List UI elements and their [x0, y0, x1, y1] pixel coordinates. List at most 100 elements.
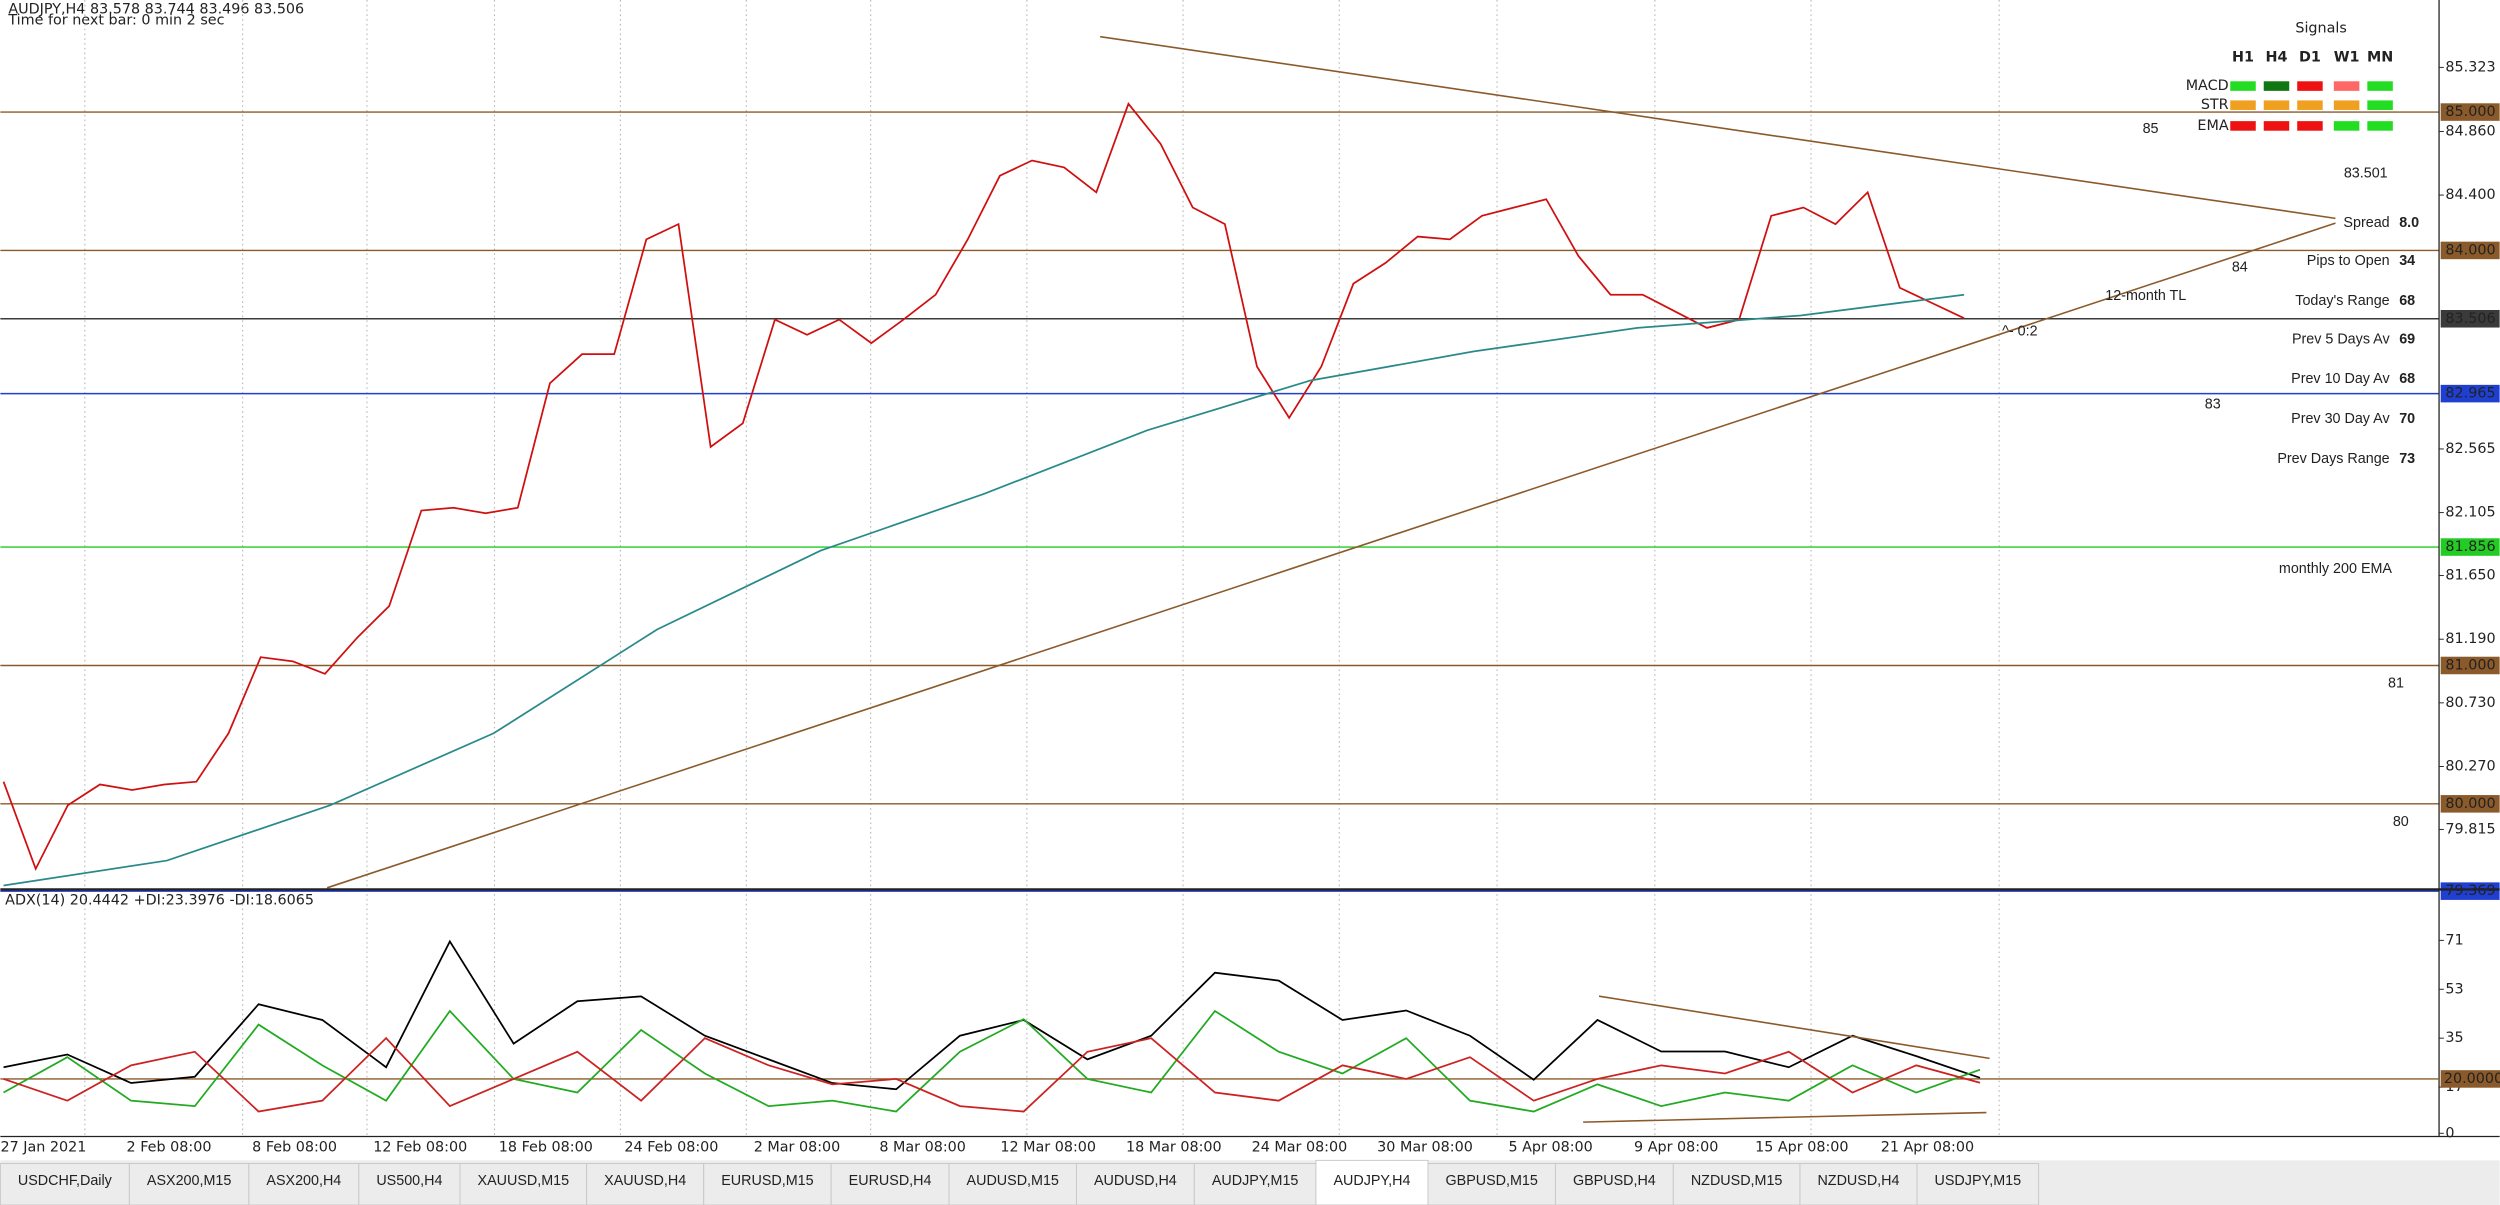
- tab-label[interactable]: XAUUSD,M15: [478, 1173, 570, 1189]
- signal-cell: [2367, 121, 2393, 131]
- tab-label[interactable]: US500,H4: [376, 1173, 442, 1189]
- tab-label[interactable]: NZDUSD,H4: [1817, 1173, 1899, 1189]
- y-tick-label: 71: [2445, 932, 2463, 948]
- signals-row-label: EMA: [2197, 118, 2228, 134]
- annotation: monthly 200 EMA: [2279, 561, 2393, 577]
- tab[interactable]: NZDUSD,M15: [1672, 1163, 1801, 1205]
- level-box: [2440, 656, 2500, 675]
- level-box: [2440, 538, 2500, 556]
- series-line: [3, 293, 1965, 887]
- y-tick-label: 35: [2445, 1030, 2463, 1046]
- signal-cell: [2263, 81, 2290, 91]
- x-tick-label: 8 Feb 08:00: [252, 1140, 337, 1156]
- tab-bg: [586, 1163, 705, 1205]
- y-tick-label: 82.105: [2445, 505, 2495, 521]
- tab[interactable]: GBPUSD,H4: [1554, 1163, 1674, 1205]
- annotation: 83: [2205, 397, 2221, 413]
- tab-bg: [358, 1163, 461, 1205]
- y-tick-label: 80.270: [2445, 758, 2495, 774]
- signals-title: Signals: [2295, 21, 2346, 37]
- tab[interactable]: AUDUSD,M15: [948, 1163, 1077, 1205]
- y-tick-label: 81.650: [2445, 568, 2495, 584]
- series-line: [3, 939, 1981, 1091]
- signals-column: D1: [2299, 49, 2321, 65]
- tab-label[interactable]: ASX200,M15: [147, 1173, 231, 1189]
- tab[interactable]: EURUSD,M15: [703, 1163, 832, 1205]
- x-tick-label: 18 Feb 08:00: [499, 1140, 593, 1156]
- x-tick-label: 8 Mar 08:00: [879, 1140, 966, 1156]
- tab-label[interactable]: AUDUSD,H4: [1094, 1173, 1177, 1189]
- annotation: 81: [2388, 676, 2404, 692]
- signal-cell: [2297, 100, 2323, 110]
- tab[interactable]: NZDUSD,H4: [1799, 1163, 1918, 1205]
- trendline: [1100, 35, 2336, 220]
- tab[interactable]: US500,H4: [358, 1163, 461, 1205]
- signal-cell: [2230, 81, 2256, 91]
- tab-label[interactable]: AUDJPY,H4: [1333, 1173, 1410, 1189]
- tab[interactable]: AUDJPY,H4: [1315, 1159, 1429, 1205]
- tab-label[interactable]: ASX200,H4: [266, 1173, 341, 1189]
- level-label: 81.856: [2445, 539, 2495, 555]
- tab-bg: [948, 1163, 1077, 1205]
- y-tick-label: 84.860: [2445, 123, 2495, 139]
- tab[interactable]: EURUSD,H4: [830, 1163, 950, 1205]
- x-tick-label: 2 Feb 08:00: [127, 1140, 212, 1156]
- tab[interactable]: GBPUSD,M15: [1427, 1163, 1556, 1205]
- tab[interactable]: ASX200,H4: [248, 1163, 360, 1205]
- x-tick-label: 12 Feb 08:00: [373, 1140, 467, 1156]
- tab-label[interactable]: USDJPY,M15: [1935, 1173, 2022, 1189]
- signal-cell: [2297, 121, 2323, 131]
- tab-label[interactable]: USDCHF,Daily: [18, 1173, 113, 1189]
- tab-label[interactable]: EURUSD,H4: [849, 1173, 932, 1189]
- tab[interactable]: AUDJPY,M15: [1193, 1163, 1317, 1205]
- tab-label[interactable]: AUDUSD,M15: [967, 1173, 1059, 1189]
- annotation: 12-month TL: [2105, 288, 2186, 304]
- tab-bg: [1916, 1163, 2040, 1205]
- info-value: 68: [2399, 371, 2415, 387]
- annotation: 84: [2232, 260, 2248, 276]
- y-tick-label: 84.400: [2445, 187, 2495, 203]
- info-label: Today's Range: [2295, 293, 2389, 309]
- info-label: Prev 30 Day Av: [2291, 411, 2390, 427]
- tab[interactable]: USDJPY,M15: [1916, 1163, 2040, 1205]
- x-tick-label: 9 Apr 08:00: [1634, 1140, 1718, 1156]
- x-tick-label: 12 Mar 08:00: [1000, 1140, 1096, 1156]
- bar-timer: Time for next bar: 0 min 2 sec: [7, 13, 224, 29]
- tab-bg: [703, 1163, 832, 1205]
- annotation: 83.501: [2344, 166, 2388, 182]
- tab-label[interactable]: NZDUSD,M15: [1691, 1173, 1783, 1189]
- info-label: Prev Days Range: [2277, 451, 2389, 467]
- signal-cell: [2230, 121, 2256, 131]
- tab-label[interactable]: EURUSD,M15: [721, 1173, 813, 1189]
- level-box: [2440, 384, 2500, 403]
- tab-label[interactable]: GBPUSD,H4: [1573, 1173, 1656, 1189]
- x-tick-label: 27 Jan 2021: [0, 1140, 86, 1156]
- signal-cell: [2263, 121, 2290, 131]
- tab[interactable]: XAUUSD,H4: [586, 1163, 705, 1205]
- signal-cell: [2333, 121, 2360, 131]
- tab[interactable]: XAUUSD,M15: [459, 1163, 588, 1205]
- x-tick-label: 21 Apr 08:00: [1881, 1140, 1974, 1156]
- tab[interactable]: ASX200,M15: [128, 1163, 250, 1205]
- level-label: 81.000: [2445, 657, 2495, 673]
- info-value: 70: [2399, 411, 2415, 427]
- signal-cell: [2263, 100, 2290, 110]
- level-label: 20.0000: [2444, 1071, 2500, 1087]
- level-box: [2440, 795, 2500, 813]
- tab[interactable]: AUDUSD,H4: [1075, 1163, 1195, 1205]
- tab[interactable]: USDCHF,Daily: [0, 1163, 130, 1205]
- level-label: 83.506: [2445, 311, 2495, 327]
- x-tick-label: 30 Mar 08:00: [1377, 1140, 1473, 1156]
- tab-label[interactable]: XAUUSD,H4: [604, 1173, 686, 1189]
- tab-label[interactable]: AUDJPY,M15: [1212, 1173, 1299, 1189]
- tab-label[interactable]: GBPUSD,M15: [1446, 1173, 1538, 1189]
- y-tick-label: 81.190: [2445, 631, 2495, 647]
- level-box: [2440, 103, 2500, 121]
- tab-bg: [128, 1163, 250, 1205]
- y-tick-label: 82.565: [2445, 441, 2495, 457]
- y-tick-label: 85.323: [2445, 59, 2495, 75]
- tab-bg: [459, 1163, 588, 1205]
